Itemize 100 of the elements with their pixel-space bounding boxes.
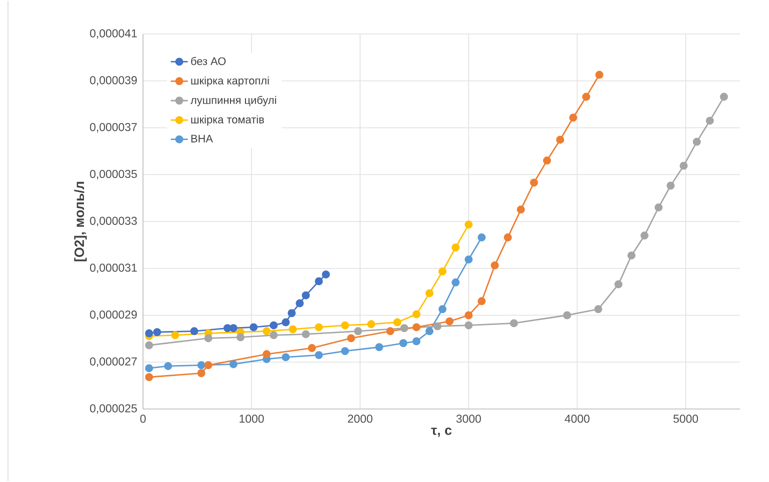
point [464,220,473,229]
point [322,270,330,278]
point [478,233,486,242]
point [543,156,552,165]
point [270,331,278,340]
point [400,324,408,332]
point [375,343,384,352]
point [288,325,297,334]
point [627,251,636,260]
y-axis-title: [O2], моль/л [74,182,87,262]
point [614,280,622,288]
legend-label: ВНА [191,134,213,142]
y-tick-label: 0,000035 [90,170,137,180]
point [282,318,290,326]
point [452,278,460,286]
point [478,297,486,306]
point [654,203,663,212]
legend-label: лушпиння цибулі [190,96,276,106]
point [412,310,420,318]
point [190,327,198,336]
point [197,361,206,370]
point [680,162,688,170]
point [236,333,244,342]
y-tick-label: 0,000027 [90,357,137,367]
point [438,305,446,314]
point [594,305,602,314]
point [145,329,154,338]
point [393,318,402,326]
point [569,114,578,122]
point [197,369,206,378]
point [171,331,180,340]
point [399,339,408,348]
point [270,321,278,330]
point [504,233,512,242]
point [640,232,648,240]
point [464,311,473,320]
point [516,206,525,214]
point [262,327,271,336]
point [510,319,518,328]
point [288,309,296,318]
y-tick-label: 0,000037 [90,123,137,132]
point [302,330,310,338]
point [412,323,420,332]
point [433,322,442,330]
point [490,261,499,270]
point [386,327,394,336]
point [229,360,238,368]
y-tick-label: 0,000033 [90,216,137,226]
x-tick-label: 3000 [456,414,481,423]
point [464,255,473,264]
y-tick-label: 0,000041 [90,29,137,39]
x-tick-label: 0 [140,414,146,423]
point [250,323,258,332]
point [464,321,473,330]
point [308,344,316,352]
point [530,178,538,187]
y-tick-label: 0,000025 [90,404,137,414]
legend-label: шкірка томатів [191,115,264,126]
point [314,277,323,286]
x-tick-label: 1000 [240,414,264,423]
point [452,244,460,252]
point [595,70,604,79]
point [347,334,356,342]
point [204,361,212,370]
point [438,267,446,276]
point [446,317,454,326]
point [145,373,154,382]
point [204,334,212,342]
legend-label: шкірка картоплі [191,76,269,87]
point [296,299,304,308]
x-tick-label: 4000 [564,414,590,423]
point [367,320,376,328]
point [153,328,162,336]
x-axis-title: τ, с [431,428,452,437]
point [425,289,434,298]
point [354,327,362,336]
point [720,92,728,101]
point [692,138,701,146]
point [302,291,310,300]
point [145,341,154,350]
point [314,323,323,332]
x-tick-label: 2000 [348,414,372,423]
point [341,321,350,330]
point [262,350,271,358]
point [706,116,714,125]
point [314,351,323,360]
y-tick-label: 0,000031 [90,264,137,274]
point [556,136,564,144]
y-tick-label: 0,000029 [90,310,137,320]
point [425,327,434,336]
point [282,353,290,362]
y-tick-label: 0,000039 [90,76,137,86]
point [145,364,154,372]
point [582,92,590,101]
point [412,337,420,346]
point [666,182,675,190]
point [563,311,572,320]
legend-label: без АО [191,56,226,66]
point [164,362,172,370]
point [341,347,350,356]
